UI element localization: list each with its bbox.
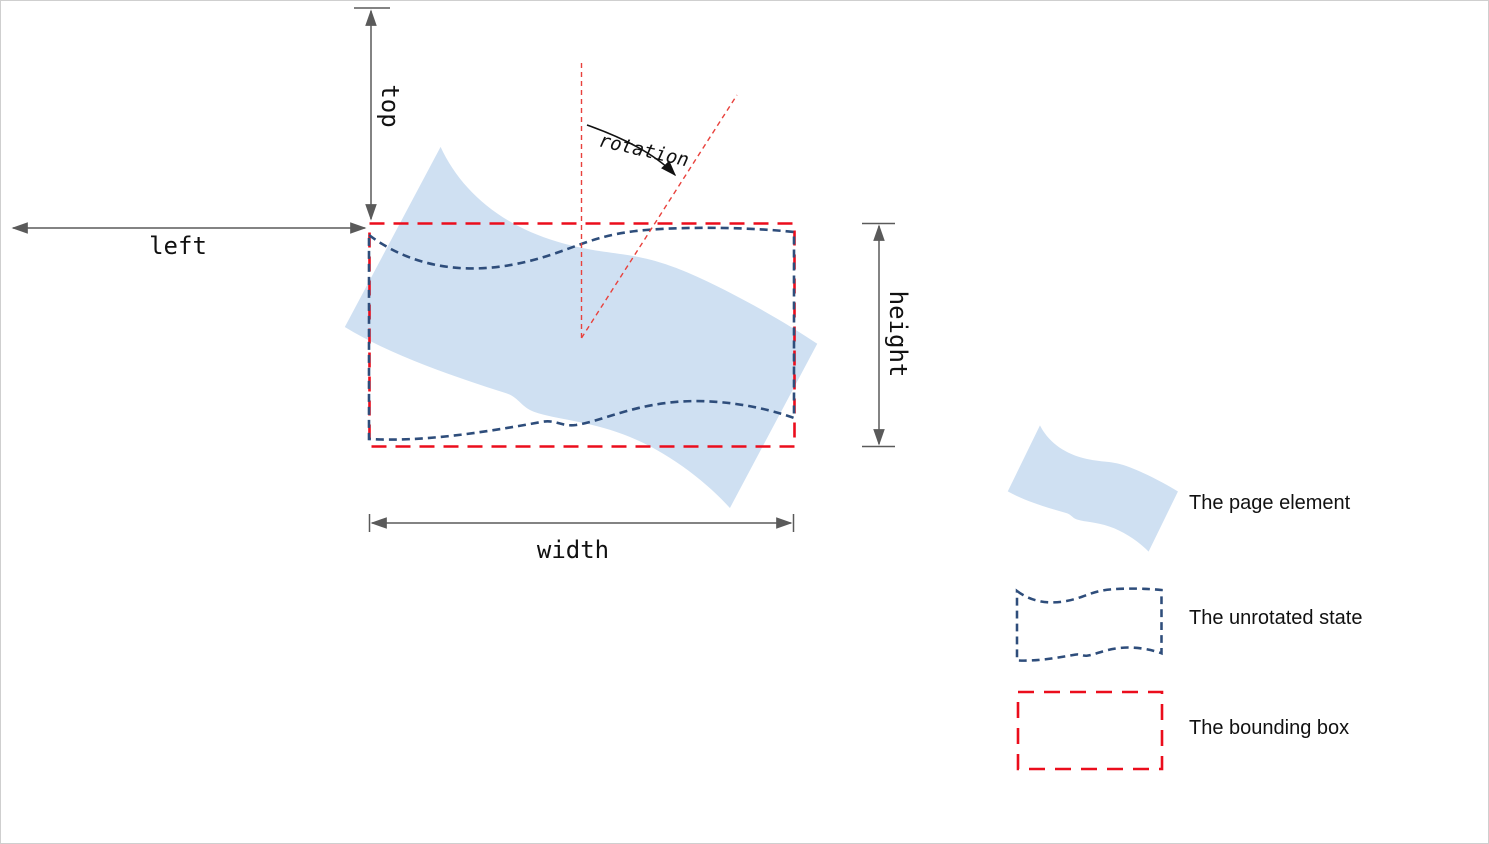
rotation-axes (580, 63, 738, 339)
legend-page-element-label: The page element (1189, 492, 1351, 514)
rotation-axis-rotated (580, 94, 738, 339)
legend-page-element-swatch (1007, 423, 1179, 559)
legend-unrotated-state-swatch (1015, 587, 1163, 662)
legend-bounding-box-label: The bounding box (1189, 717, 1349, 739)
dimension-arrows (11, 7, 895, 532)
legend-unrotated-state-label: The unrotated state (1189, 607, 1362, 629)
rotation-label: rotation (597, 129, 691, 171)
top-label: top (376, 84, 404, 127)
left-label: left (149, 232, 207, 260)
legend: The page element The unrotated state The… (1007, 423, 1362, 771)
legend-bounding-box-swatch (1016, 690, 1164, 771)
height-label: height (884, 291, 912, 378)
rotation-arc-arrow (586, 124, 677, 177)
width-label: width (537, 536, 609, 564)
